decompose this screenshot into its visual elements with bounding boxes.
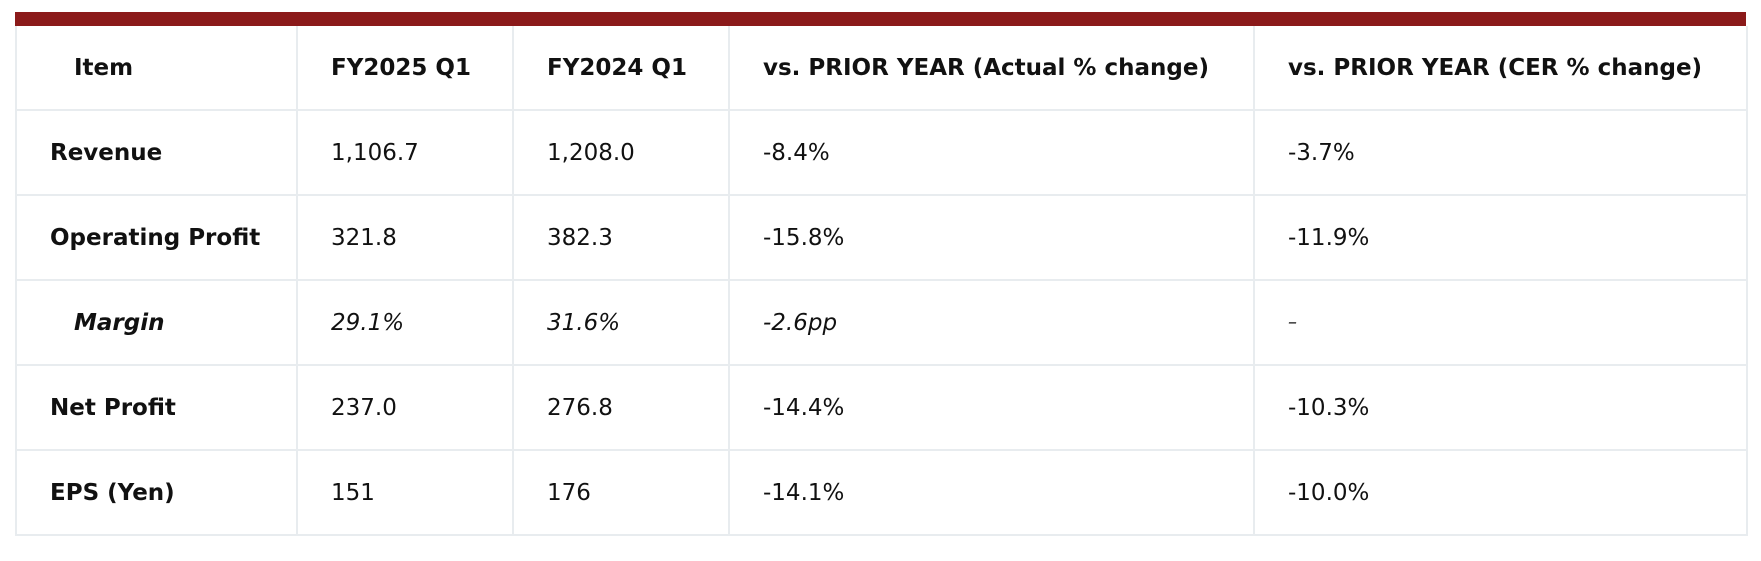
row-label: Operating Profit	[15, 194, 298, 281]
cell-fy2025-q1: 237.0	[296, 364, 514, 451]
cell-actual-change: -14.4%	[728, 364, 1255, 451]
column-header-cer-change: vs. PRIOR YEAR (CER % change)	[1253, 26, 1748, 111]
column-header-item: Item	[15, 26, 298, 111]
cell-cer-change: -11.9%	[1253, 194, 1748, 281]
cell-cer-change: -3.7%	[1253, 109, 1748, 196]
row-label: Margin	[15, 279, 298, 366]
cell-fy2025-q1: 151	[296, 449, 514, 536]
cell-fy2024-q1: 31.6%	[512, 279, 730, 366]
cell-actual-change: -14.1%	[728, 449, 1255, 536]
row-label: Revenue	[15, 109, 298, 196]
cell-fy2025-q1: 321.8	[296, 194, 514, 281]
table-row-margin: Margin 29.1% 31.6% -2.6pp –	[15, 279, 1748, 366]
cell-fy2025-q1: 1,106.7	[296, 109, 514, 196]
cell-cer-change: -10.3%	[1253, 364, 1748, 451]
column-header-fy2024-q1: FY2024 Q1	[512, 26, 730, 111]
cell-fy2025-q1: 29.1%	[296, 279, 514, 366]
table-row-eps: EPS (Yen) 151 176 -14.1% -10.0%	[15, 449, 1748, 536]
table-row-net-profit: Net Profit 237.0 276.8 -14.4% -10.3%	[15, 364, 1748, 451]
cell-cer-change: –	[1253, 279, 1748, 366]
cell-actual-change: -15.8%	[728, 194, 1255, 281]
cell-fy2024-q1: 1,208.0	[512, 109, 730, 196]
cell-actual-change: -8.4%	[728, 109, 1255, 196]
financial-summary-panel: Item FY2025 Q1 FY2024 Q1 vs. PRIOR YEAR …	[15, 12, 1748, 536]
column-header-fy2025-q1: FY2025 Q1	[296, 26, 514, 111]
table-row-revenue: Revenue 1,106.7 1,208.0 -8.4% -3.7%	[15, 109, 1748, 196]
row-label: EPS (Yen)	[15, 449, 298, 536]
cell-fy2024-q1: 276.8	[512, 364, 730, 451]
row-label: Net Profit	[15, 364, 298, 451]
cell-fy2024-q1: 382.3	[512, 194, 730, 281]
cell-fy2024-q1: 176	[512, 449, 730, 536]
financial-results-table: Item FY2025 Q1 FY2024 Q1 vs. PRIOR YEAR …	[15, 26, 1748, 536]
column-header-actual-change: vs. PRIOR YEAR (Actual % change)	[728, 26, 1255, 111]
cell-cer-change: -10.0%	[1253, 449, 1748, 536]
table-row-operating-profit: Operating Profit 321.8 382.3 -15.8% -11.…	[15, 194, 1748, 281]
accent-bar	[15, 12, 1746, 26]
table-header-row: Item FY2025 Q1 FY2024 Q1 vs. PRIOR YEAR …	[15, 26, 1748, 111]
cell-actual-change: -2.6pp	[728, 279, 1255, 366]
